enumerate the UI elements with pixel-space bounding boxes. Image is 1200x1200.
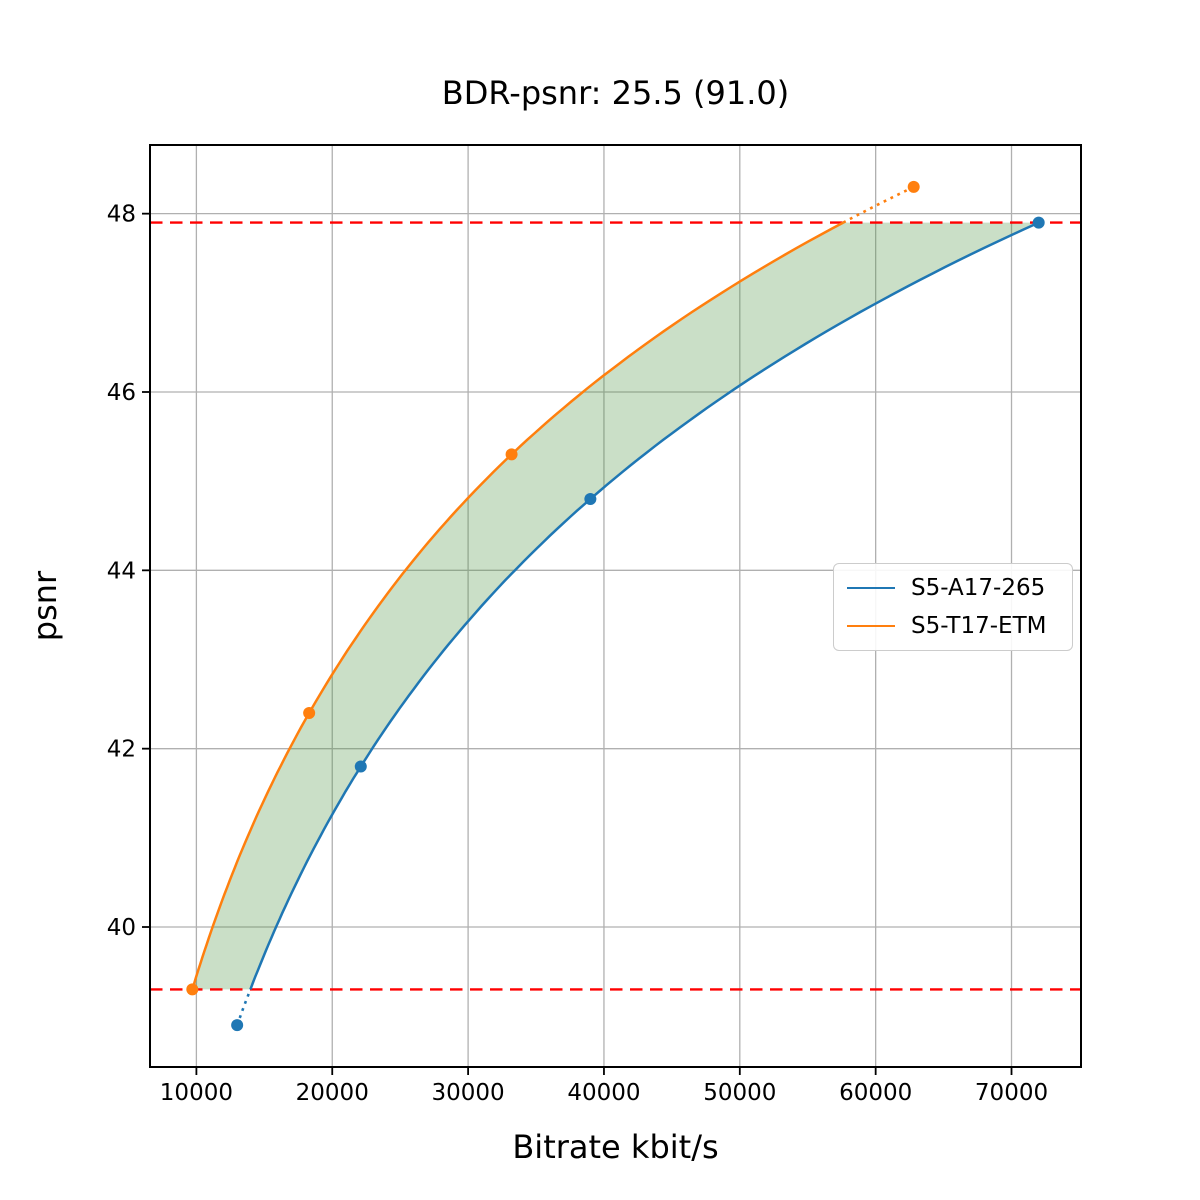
y-tick-label: 44 <box>107 558 136 584</box>
series-curve-S5-T17-ETM <box>191 221 844 990</box>
legend: S5-A17-265 S5-T17-ETM <box>833 563 1073 651</box>
x-tick-label: 20000 <box>296 1080 369 1106</box>
x-tick-label: 50000 <box>703 1080 776 1106</box>
legend-line-sample <box>847 625 895 627</box>
x-tick-label: 70000 <box>975 1080 1048 1106</box>
x-tick-label: 30000 <box>432 1080 505 1106</box>
y-tick-label: 42 <box>107 737 136 763</box>
series-curve-dotted-S5-A17-265 <box>235 988 252 1026</box>
x-tick-label: 40000 <box>567 1080 640 1106</box>
y-tick-label: 40 <box>107 915 136 941</box>
x-axis-label: Bitrate kbit/s <box>512 1128 719 1166</box>
x-tick-label: 10000 <box>160 1080 233 1106</box>
y-tick-label: 46 <box>107 380 136 406</box>
legend-line-sample <box>847 587 895 589</box>
series-curve-dotted-S5-T17-ETM <box>842 185 915 224</box>
legend-label: S5-A17-265 <box>911 575 1046 601</box>
bd-shaded-region <box>192 222 1039 990</box>
series-curve-S5-A17-265 <box>249 221 1040 990</box>
legend-entry: S5-T17-ETM <box>847 613 1058 639</box>
ticks <box>142 212 1013 1075</box>
series-markers-S5-A17-265 <box>231 216 1045 1032</box>
axes-frame <box>149 144 1082 1068</box>
x-tick-label: 60000 <box>839 1080 912 1106</box>
series-markers-S5-T17-ETM <box>186 180 920 996</box>
tick-labels: 10000 20000 30000 40000 50000 60000 70000 40 42 4… <box>107 202 1048 1106</box>
chart-title: BDR-psnr: 25.5 (91.0) <box>441 74 790 112</box>
y-tick-label: 48 <box>107 202 136 228</box>
legend-entry: S5-A17-265 <box>847 575 1058 601</box>
legend-label: S5-T17-ETM <box>911 613 1047 639</box>
